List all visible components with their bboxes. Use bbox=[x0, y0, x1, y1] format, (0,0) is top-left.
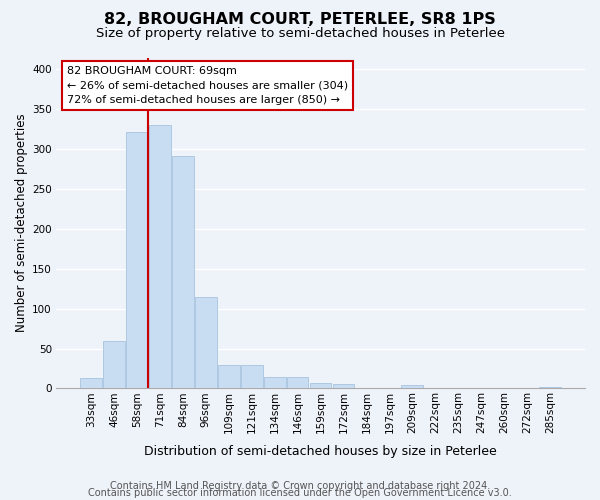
Bar bbox=[103, 340, 125, 388]
Bar bbox=[264, 376, 286, 388]
Bar bbox=[310, 383, 331, 388]
Text: Size of property relative to semi-detached houses in Peterlee: Size of property relative to semi-detach… bbox=[95, 28, 505, 40]
Text: 82 BROUGHAM COURT: 69sqm
← 26% of semi-detached houses are smaller (304)
72% of : 82 BROUGHAM COURT: 69sqm ← 26% of semi-d… bbox=[67, 66, 348, 106]
Bar bbox=[401, 386, 423, 388]
X-axis label: Distribution of semi-detached houses by size in Peterlee: Distribution of semi-detached houses by … bbox=[144, 444, 497, 458]
Bar bbox=[332, 384, 355, 388]
Bar bbox=[195, 297, 217, 388]
Bar bbox=[149, 126, 171, 388]
Bar bbox=[80, 378, 102, 388]
Text: Contains HM Land Registry data © Crown copyright and database right 2024.: Contains HM Land Registry data © Crown c… bbox=[110, 481, 490, 491]
Bar bbox=[287, 376, 308, 388]
Bar bbox=[218, 364, 239, 388]
Text: Contains public sector information licensed under the Open Government Licence v3: Contains public sector information licen… bbox=[88, 488, 512, 498]
Bar bbox=[126, 132, 148, 388]
Bar bbox=[539, 387, 561, 388]
Y-axis label: Number of semi-detached properties: Number of semi-detached properties bbox=[15, 114, 28, 332]
Bar bbox=[241, 364, 263, 388]
Bar bbox=[172, 156, 194, 388]
Text: 82, BROUGHAM COURT, PETERLEE, SR8 1PS: 82, BROUGHAM COURT, PETERLEE, SR8 1PS bbox=[104, 12, 496, 28]
